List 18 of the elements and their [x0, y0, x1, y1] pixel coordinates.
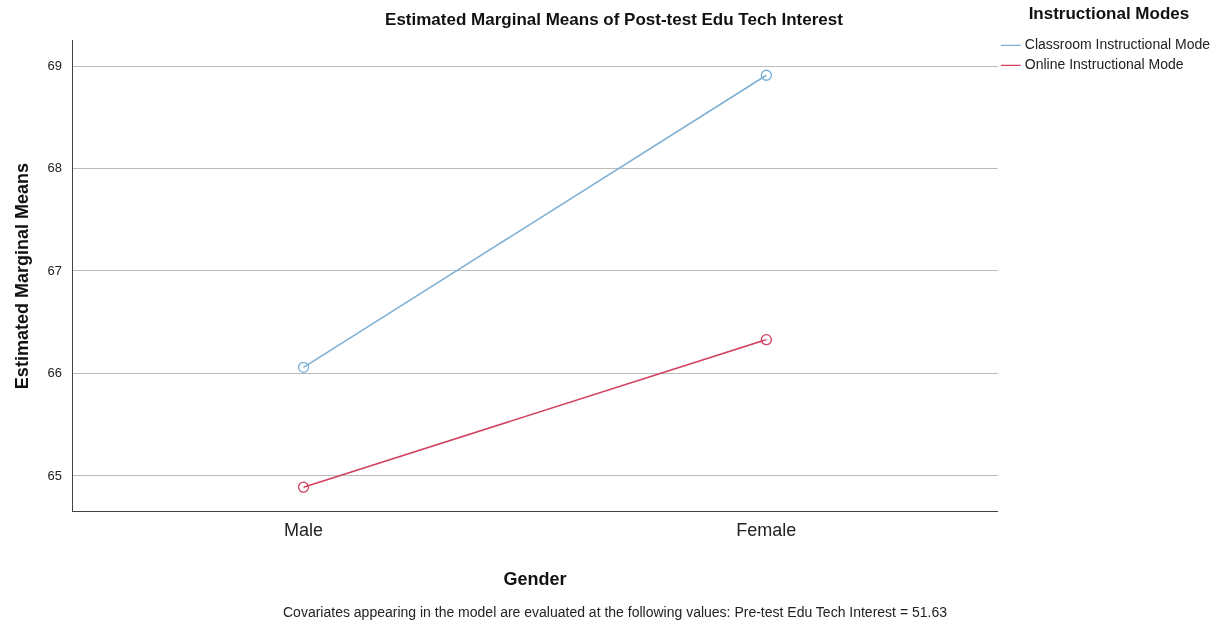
- text: Covariates appearing in the model are evaluated at the following values: Pre-test Edu Tech Interest = 51.63: [282, 604, 948, 620]
- y-tick-label: 66: [47, 365, 63, 381]
- y-tick-label: 65: [47, 467, 63, 483]
- y-tick-label: 69: [47, 57, 63, 73]
- point: [297, 481, 310, 493]
- legend-title: Instructional Modes: [1028, 4, 1190, 24]
- x-tick-label: Male: [283, 519, 324, 540]
- point: [760, 69, 773, 81]
- legend-label: Online Instructional Mode: [1024, 56, 1184, 73]
- x-axis-title: Gender: [503, 569, 567, 590]
- y-tick-label: 68: [47, 160, 63, 176]
- point: [760, 333, 773, 346]
- x-tick-label: Female: [736, 519, 797, 540]
- y-tick-label: 67: [47, 262, 63, 278]
- chart-title: Estimated Marginal Means of Post-test Edu Tech Interest: [385, 9, 844, 29]
- y-axis-title: Estimated Marginal Means: [11, 163, 32, 390]
- point: [297, 361, 310, 373]
- legend-label: Classroom Instructional Mode: [1024, 36, 1211, 53]
